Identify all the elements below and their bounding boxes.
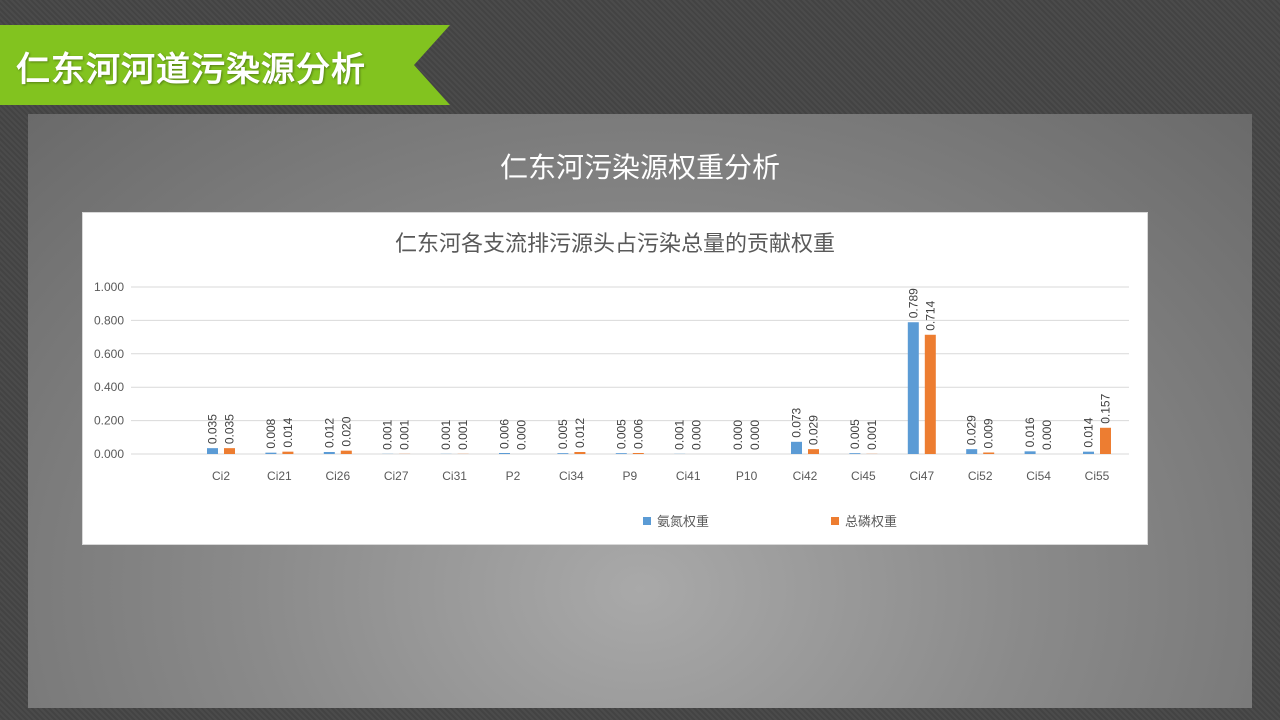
data-label: 0.016	[1023, 417, 1037, 447]
chart-container: 仁东河各支流排污源头占污染总量的贡献权重 0.000 0.200 0.400 0.60…	[82, 212, 1148, 545]
y-tick-label: 0.400	[94, 380, 124, 394]
data-label: 0.001	[673, 419, 687, 449]
bar-phosphorus	[224, 448, 235, 454]
data-label: 0.012	[322, 418, 336, 448]
data-label: 0.014	[1082, 417, 1096, 447]
bar-ammonia	[323, 451, 335, 454]
x-tick-label: Ci2	[212, 469, 230, 483]
bar-phosphorus	[340, 450, 352, 454]
bar-ammonia	[1083, 451, 1094, 454]
bar-ammonia	[615, 453, 627, 454]
bar-phosphorus	[924, 334, 936, 454]
data-label: 0.157	[1099, 393, 1113, 423]
bar-ammonia	[966, 449, 978, 454]
bar-ammonia	[499, 452, 510, 454]
data-label: 0.005	[848, 419, 862, 449]
x-tick-label: Ci34	[559, 469, 584, 483]
x-tick-label: Ci21	[267, 469, 292, 483]
data-label: 0.006	[631, 419, 645, 449]
y-tick-label: 0.200	[94, 414, 124, 428]
data-label: 0.006	[498, 419, 512, 449]
data-label: 0.005	[614, 419, 628, 449]
bar-phosphorus	[632, 452, 644, 454]
bar-ammonia	[265, 452, 277, 454]
legend: 氨氮权重 总磷权重	[643, 514, 897, 530]
bar-ammonia	[907, 322, 919, 454]
bar-phosphorus	[282, 451, 294, 454]
data-label: 0.012	[573, 418, 587, 448]
x-axis-ticks: Ci2 Ci21 Ci26 Ci27 Ci31 P2 Ci34 P9 Ci41 P10 Ci42 Ci…	[212, 469, 1110, 483]
x-tick-label: P9	[622, 469, 637, 483]
chart-title: 仁东河各支流排污源头占污染总量的贡献权重	[395, 232, 835, 257]
bar-ammonia	[849, 453, 861, 454]
data-label: 0.005	[556, 419, 570, 449]
data-label: 0.035	[206, 414, 220, 444]
x-tick-label: Ci42	[793, 469, 818, 483]
data-label: 0.008	[264, 418, 278, 448]
bar-phosphorus	[574, 451, 586, 454]
x-tick-label: Ci55	[1085, 469, 1110, 483]
legend-swatch	[643, 517, 651, 525]
x-tick-label: Ci54	[1026, 469, 1051, 483]
data-label: 0.035	[223, 414, 237, 444]
x-tick-label: Ci31	[442, 469, 467, 483]
data-label: 0.020	[339, 416, 353, 446]
y-axis-ticks: 0.000 0.200 0.400 0.600 0.800 1.000	[94, 280, 124, 461]
x-tick-label: P2	[506, 469, 521, 483]
grid-lines	[131, 286, 1129, 455]
x-tick-label: Ci41	[676, 469, 701, 483]
bar-phosphorus	[808, 449, 819, 454]
bar-chart: 仁东河各支流排污源头占污染总量的贡献权重 0.000 0.200 0.400 0.60…	[94, 232, 1129, 530]
data-label: 0.029	[965, 415, 979, 445]
x-tick-label: Ci45	[851, 469, 876, 483]
data-label: 0.001	[381, 419, 395, 449]
bar-ammonia	[791, 441, 802, 454]
bars	[207, 322, 1111, 454]
y-tick-label: 0.000	[94, 447, 124, 461]
x-tick-label: P10	[736, 469, 758, 483]
bar-ammonia	[1024, 451, 1036, 454]
data-label: 0.001	[439, 419, 453, 449]
data-label: 0.000	[515, 420, 529, 450]
data-label: 0.001	[865, 419, 879, 449]
bar-phosphorus	[1100, 427, 1111, 454]
data-label: 0.000	[731, 420, 745, 450]
data-label: 0.073	[790, 407, 804, 437]
bar-ammonia	[557, 453, 569, 454]
x-tick-label: Ci52	[968, 469, 993, 483]
legend-label: 总磷权重	[845, 514, 897, 530]
data-label: 0.000	[1040, 420, 1054, 450]
header-banner: 仁东河河道污染源分析	[0, 25, 450, 105]
data-label: 0.000	[690, 420, 704, 450]
bar-phosphorus	[983, 452, 995, 454]
legend-swatch	[831, 517, 839, 525]
data-labels: 0.035 0.035 0.008 0.014 0.012 0.020 0.001 0.001…	[206, 288, 1113, 450]
data-label: 0.029	[807, 415, 821, 445]
y-tick-label: 0.800	[94, 313, 124, 327]
legend-label: 氨氮权重	[657, 514, 709, 530]
x-tick-label: Ci47	[909, 469, 934, 483]
data-label: 0.009	[982, 418, 996, 448]
y-tick-label: 0.600	[94, 347, 124, 361]
x-tick-label: Ci27	[384, 469, 409, 483]
slide-subtitle: 仁东河污染源权重分析	[499, 151, 780, 184]
data-label: 0.714	[923, 300, 937, 330]
y-tick-label: 1.000	[94, 280, 124, 294]
bar-ammonia	[207, 448, 218, 454]
data-label: 0.000	[748, 420, 762, 450]
x-tick-label: Ci26	[325, 469, 350, 483]
data-label: 0.014	[281, 417, 295, 447]
data-label: 0.789	[906, 288, 920, 318]
slide-header-title: 仁东河河道污染源分析	[16, 50, 366, 90]
data-label: 0.001	[398, 419, 412, 449]
data-label: 0.001	[456, 419, 470, 449]
